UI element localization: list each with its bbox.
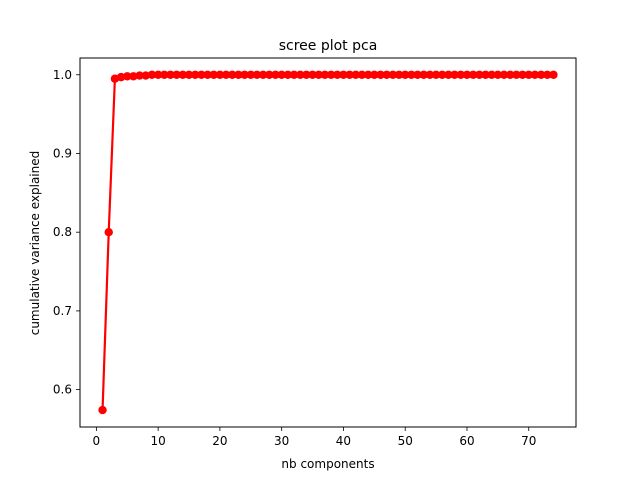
y-axis-label: cumulative variance explained <box>28 151 42 336</box>
data-point <box>543 70 552 79</box>
x-tick-label: 0 <box>93 434 101 448</box>
data-point <box>289 70 299 79</box>
data-point <box>258 70 268 79</box>
data-point <box>333 70 342 79</box>
data-point <box>487 70 496 79</box>
data-point <box>413 70 422 79</box>
data-point <box>450 70 459 79</box>
data-point <box>530 70 540 79</box>
data-point <box>388 70 398 79</box>
data-point <box>190 70 200 79</box>
plot-area <box>98 70 558 415</box>
x-tick-label: 10 <box>150 434 165 448</box>
data-point <box>438 70 447 79</box>
data-point <box>308 70 317 79</box>
data-point <box>407 70 416 79</box>
data-point <box>271 70 280 79</box>
x-tick-label: 20 <box>212 434 227 448</box>
data-point <box>147 70 157 79</box>
x-tick-label: 30 <box>274 434 289 448</box>
x-tick-label: 50 <box>398 434 413 448</box>
data-point <box>104 227 113 237</box>
data-point <box>475 70 484 79</box>
y-tick-label: 0.8 <box>53 225 72 239</box>
data-point <box>419 70 428 79</box>
data-point <box>240 70 249 79</box>
data-point <box>493 70 503 79</box>
data-point <box>166 70 175 79</box>
data-point <box>357 70 367 79</box>
data-point <box>499 70 509 79</box>
series-line <box>101 73 554 411</box>
data-point <box>246 70 255 79</box>
data-point <box>431 70 441 79</box>
data-point <box>265 70 274 79</box>
data-point <box>277 70 286 79</box>
data-point <box>129 72 138 81</box>
data-point <box>296 70 305 79</box>
y-tick-label: 1.0 <box>53 68 72 82</box>
data-point <box>462 70 472 79</box>
data-point <box>228 70 237 79</box>
x-axis-label: nb components <box>281 457 374 471</box>
data-point <box>512 70 521 79</box>
data-point <box>518 70 527 79</box>
data-point <box>339 70 348 79</box>
data-point <box>178 70 188 79</box>
data-point <box>135 71 144 80</box>
data-point <box>376 70 385 79</box>
data-point <box>401 70 410 79</box>
data-point <box>370 70 379 79</box>
data-point <box>209 70 218 79</box>
y-tick-label: 0.6 <box>53 383 72 397</box>
data-point <box>172 70 181 79</box>
x-tick-label: 60 <box>459 434 474 448</box>
data-point <box>506 70 515 79</box>
data-point <box>314 70 323 79</box>
data-point <box>394 70 404 79</box>
data-point <box>184 70 194 79</box>
data-point <box>345 70 354 79</box>
data-point <box>444 70 453 79</box>
data-point <box>524 70 533 79</box>
data-point <box>252 70 262 79</box>
data-point <box>98 405 107 415</box>
data-point <box>141 71 150 80</box>
data-point <box>215 70 225 79</box>
data-point <box>123 72 132 81</box>
x-tick-label: 70 <box>521 434 536 448</box>
data-point <box>351 70 360 79</box>
data-point <box>234 70 243 79</box>
data-point <box>153 70 163 79</box>
data-point <box>203 70 212 79</box>
data-point <box>382 70 391 79</box>
data-point <box>160 70 169 79</box>
data-point <box>425 70 435 79</box>
data-point <box>197 70 206 79</box>
chart-title: scree plot pca <box>279 38 378 54</box>
data-point <box>456 70 466 79</box>
y-tick-label: 0.9 <box>53 146 72 160</box>
y-axis: 0.6 0.7 0.8 0.9 1.0 <box>53 68 80 397</box>
y-tick-label: 0.7 <box>53 304 72 318</box>
data-point <box>468 70 478 79</box>
data-point <box>283 70 293 79</box>
x-tick-label: 40 <box>336 434 351 448</box>
data-point <box>116 72 126 82</box>
data-point <box>320 70 330 79</box>
data-point <box>536 70 546 79</box>
x-axis: 0 10 20 30 40 50 60 70 <box>93 427 536 448</box>
data-point <box>326 70 336 79</box>
data-point <box>549 70 558 79</box>
data-point <box>363 70 373 79</box>
plot-frame <box>79 57 577 428</box>
data-point <box>302 70 311 79</box>
data-point <box>221 70 231 79</box>
data-point <box>481 70 490 79</box>
